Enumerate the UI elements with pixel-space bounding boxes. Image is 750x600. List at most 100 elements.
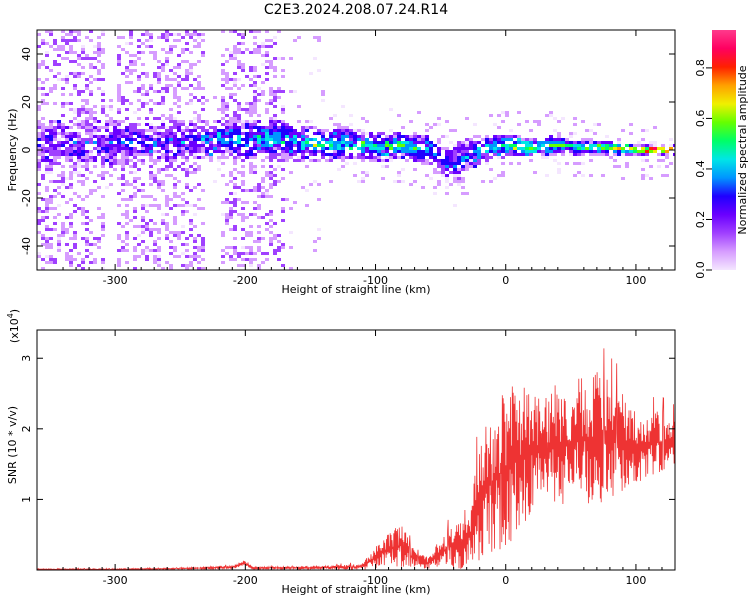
- spectrogram-cell: [97, 87, 101, 90]
- spectrogram-cell: [277, 180, 281, 183]
- spectrogram-cell: [257, 132, 261, 135]
- spectrogram-cell: [149, 183, 153, 186]
- spectrogram-cell: [537, 141, 541, 144]
- spectrogram-cell: [125, 150, 129, 153]
- spectrogram-cell: [97, 126, 101, 129]
- spectrogram-cell: [181, 48, 185, 51]
- spectrogram-cell: [77, 135, 81, 138]
- spectrogram-cell: [197, 207, 201, 210]
- spectrogram-cell: [93, 237, 97, 240]
- spectrogram-cell: [629, 132, 633, 135]
- spectrogram-cell: [281, 147, 285, 150]
- spectrogram-cell: [237, 138, 241, 141]
- spectrogram-cell: [449, 153, 453, 156]
- spectrogram-cell: [465, 117, 469, 120]
- spectrogram-cell: [37, 153, 41, 156]
- spectrogram-cell: [141, 63, 145, 66]
- spectrogram-cell: [153, 75, 157, 78]
- spectrogram-cell: [465, 144, 469, 147]
- spectrogram-cell: [649, 165, 653, 168]
- spectrogram-cell: [169, 165, 173, 168]
- spectrogram-cell: [145, 150, 149, 153]
- spectrogram-cell: [133, 60, 137, 63]
- spectrogram-cell: [145, 153, 149, 156]
- spectrogram-cell: [365, 150, 369, 153]
- spectrogram-cell: [125, 66, 129, 69]
- spectrogram-cell: [221, 156, 225, 159]
- spectrogram-cell: [241, 246, 245, 249]
- spectrogram-cell: [397, 174, 401, 177]
- spectrogram-cell: [249, 69, 253, 72]
- spectrogram-cell: [201, 237, 205, 240]
- spectrogram-cell: [133, 186, 137, 189]
- spectrogram-cell: [65, 39, 69, 42]
- spectrogram-cell: [561, 144, 565, 147]
- spectrogram-cell: [101, 30, 105, 33]
- spectrogram-cell: [273, 234, 277, 237]
- spectrogram-cell: [53, 144, 57, 147]
- spectrogram-cell: [81, 180, 85, 183]
- spectrogram-cell: [149, 174, 153, 177]
- spectrogram-cell: [37, 150, 41, 153]
- spectrogram-cell: [221, 117, 225, 120]
- spectrogram-cell: [597, 147, 601, 150]
- spectrogram-cell: [97, 141, 101, 144]
- spectrogram-cell: [117, 120, 121, 123]
- spectrogram-cell: [145, 135, 149, 138]
- spectrogram-cell: [49, 69, 53, 72]
- spectrogram-cell: [297, 132, 301, 135]
- spectrogram-cell: [393, 132, 397, 135]
- spectrogram-cell: [369, 141, 373, 144]
- spectrogram-cell: [249, 162, 253, 165]
- spectrogram-cell: [277, 96, 281, 99]
- spectrogram-cell: [149, 138, 153, 141]
- spectrogram-cell: [193, 204, 197, 207]
- spectrogram-cell: [229, 174, 233, 177]
- spectrogram-cell: [117, 204, 121, 207]
- spectrogram-cell: [341, 144, 345, 147]
- spectrogram-cell: [165, 153, 169, 156]
- spectrogram-cell: [237, 150, 241, 153]
- spectrogram-cell: [381, 138, 385, 141]
- spectrogram-cell: [333, 147, 337, 150]
- spectrogram-cell: [297, 159, 301, 162]
- spectrogram-cell: [129, 153, 133, 156]
- spectrogram-cell: [205, 153, 209, 156]
- spectrogram-cell: [465, 192, 469, 195]
- spectrogram-cell: [261, 132, 265, 135]
- spectrogram-cell: [241, 216, 245, 219]
- spectrogram-cell: [265, 51, 269, 54]
- spectrogram-cell: [81, 141, 85, 144]
- spectrogram-cell: [117, 261, 121, 264]
- spectrogram-cell: [141, 42, 145, 45]
- spectrogram-cell: [361, 129, 365, 132]
- spectrogram-cell: [93, 156, 97, 159]
- spectrogram-cell: [113, 138, 117, 141]
- spectrogram-cell: [609, 144, 613, 147]
- spectrogram-cell: [53, 39, 57, 42]
- spectrogram-cell: [645, 150, 649, 153]
- spectrogram-cell: [229, 150, 233, 153]
- spectrogram-cell: [77, 180, 81, 183]
- spectrogram-cell: [549, 141, 553, 144]
- spectrogram-cell: [85, 78, 89, 81]
- spectrogram-cell: [49, 135, 53, 138]
- spectrogram-cell: [81, 72, 85, 75]
- spectrogram-cell: [41, 174, 45, 177]
- spectrogram-cell: [581, 150, 585, 153]
- spectrogram-cell: [445, 156, 449, 159]
- spectrogram-cell: [177, 111, 181, 114]
- spectrogram-cell: [333, 150, 337, 153]
- snr-series: [37, 348, 675, 570]
- spectrogram-cell: [461, 177, 465, 180]
- spectrogram-cell: [621, 129, 625, 132]
- spectrogram-cell: [273, 147, 277, 150]
- spectrogram-cell: [657, 153, 661, 156]
- spectrogram-cell: [145, 90, 149, 93]
- spectrogram-cell: [641, 147, 645, 150]
- spectrogram-cell: [325, 153, 329, 156]
- spectrogram-cell: [149, 84, 153, 87]
- spectrogram-cell: [165, 75, 169, 78]
- spectrogram-cell: [605, 141, 609, 144]
- spectrogram-cell: [73, 84, 77, 87]
